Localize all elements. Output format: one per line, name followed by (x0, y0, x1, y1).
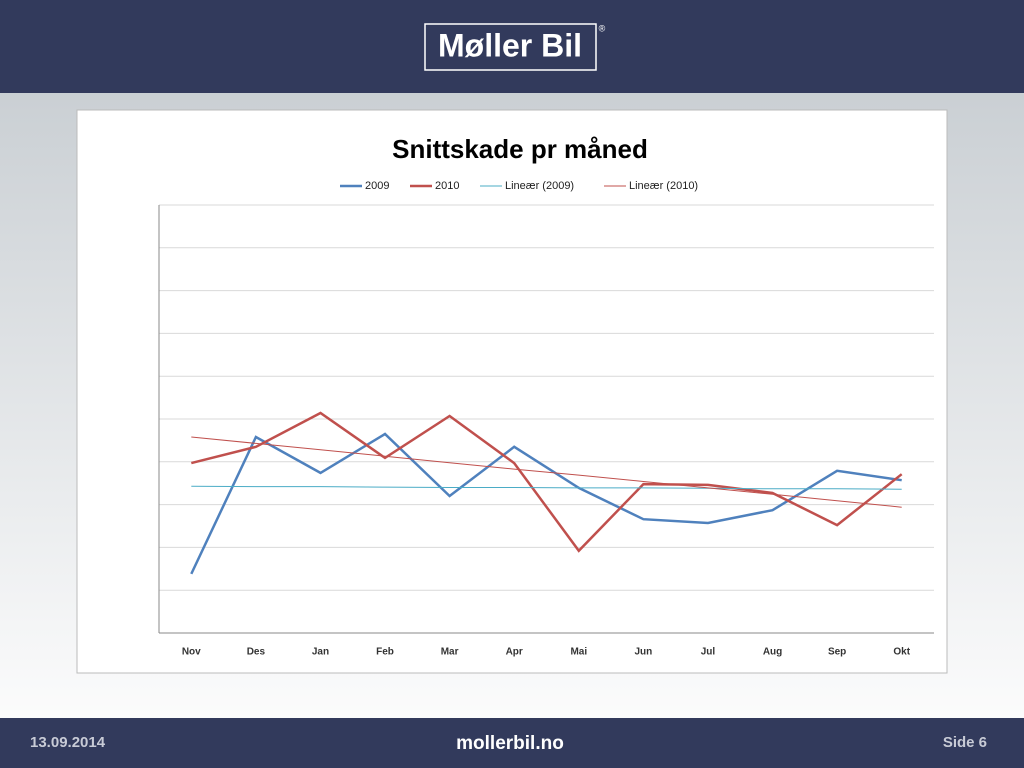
chart-area (76, 109, 948, 674)
series-line (190, 432, 902, 575)
header-bar (0, 0, 1024, 93)
x-tick-label: Des (247, 647, 266, 658)
footer-date: 13.09.2014 (30, 734, 106, 751)
x-tick-label: Okt (893, 647, 910, 658)
footer-page: Side 6 (943, 734, 987, 751)
footer-site: mollerbil.no (456, 733, 564, 754)
x-tick-label: Mai (570, 647, 587, 658)
x-tick-label: Sep (828, 647, 846, 658)
registered: ® (599, 23, 606, 33)
chart-title: Snittskade pr måned (392, 134, 648, 164)
legend-label: Lineær (2009) (505, 180, 574, 192)
series-line (190, 411, 903, 553)
logo-box (424, 23, 597, 71)
x-tick-label: Jul (701, 647, 716, 658)
legend-label: 2010 (435, 180, 459, 192)
chart: Nov Des Jan Feb Mar Apr Mai Jun Jul Aug Sep Okt 2009… (158, 180, 934, 658)
footer-bar (0, 718, 1024, 768)
x-tick-label: Nov (182, 647, 201, 658)
x-tick-label: Aug (763, 647, 782, 658)
logo: Møller Bil (438, 27, 582, 63)
legend-label: 2009 (365, 180, 389, 192)
series-line (191, 436, 902, 508)
x-tick-label: Apr (506, 647, 523, 658)
legend-label: Lineær (2010) (629, 180, 698, 192)
x-tick-label: Jan (312, 647, 329, 658)
x-tick-label: Mar (441, 647, 459, 658)
series-line (191, 485, 902, 490)
x-tick-label: Feb (376, 647, 394, 658)
x-tick-label: Jun (634, 647, 652, 658)
